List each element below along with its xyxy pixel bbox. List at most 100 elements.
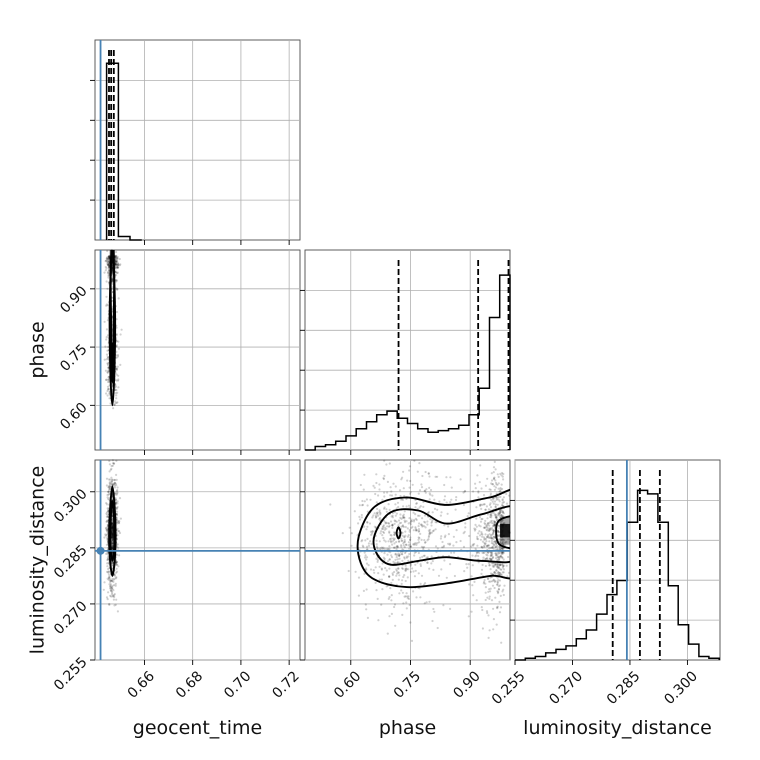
- sample-point: [400, 521, 403, 524]
- sample-point: [412, 511, 415, 514]
- sample-point: [424, 541, 427, 544]
- sample-point: [420, 483, 423, 486]
- sample-point: [400, 525, 403, 528]
- sample-point: [390, 515, 393, 518]
- sample-point: [499, 472, 502, 475]
- sample-point: [396, 561, 400, 564]
- sample-point: [375, 543, 378, 546]
- sample-point: [113, 478, 116, 482]
- sample-point: [390, 541, 393, 544]
- sample-point: [404, 567, 407, 571]
- sample-point: [493, 485, 496, 488]
- sample-point: [423, 539, 426, 542]
- sample-point: [498, 571, 501, 575]
- sample-point: [485, 544, 488, 547]
- sample-point: [368, 522, 372, 525]
- sample-point: [484, 591, 487, 594]
- sample-point: [415, 529, 418, 532]
- sample-point: [454, 498, 458, 502]
- sample-point: [402, 575, 405, 579]
- sample-point: [485, 524, 488, 527]
- sample-point: [494, 546, 497, 549]
- sample-point: [415, 518, 418, 522]
- sample-point: [421, 524, 424, 527]
- sample-point: [409, 570, 412, 574]
- sample-point: [479, 503, 482, 506]
- sample-point: [104, 265, 107, 269]
- sample-point: [105, 596, 109, 599]
- y-tick-label-luminosity_distance: 0.300: [51, 486, 91, 526]
- sample-point: [115, 279, 118, 282]
- sample-point: [107, 490, 110, 493]
- sample-point: [357, 576, 361, 579]
- sample-point: [106, 371, 109, 374]
- sample-point: [493, 563, 496, 567]
- x-tick-label-phase: 0.75: [391, 668, 424, 701]
- x-tick-label-phase: 0.60: [331, 668, 364, 701]
- sample-point: [482, 494, 486, 497]
- sample-point: [107, 561, 110, 564]
- sample-point: [427, 510, 430, 514]
- sample-point: [115, 513, 118, 516]
- sample-point: [431, 494, 434, 497]
- y-tick-label-phase: 0.75: [57, 341, 90, 374]
- sample-point: [494, 513, 497, 516]
- sample-point: [424, 489, 427, 492]
- sample-point: [109, 468, 112, 471]
- sample-point: [482, 526, 485, 529]
- sample-point: [110, 562, 114, 565]
- sample-point: [447, 542, 450, 545]
- sample-point: [117, 340, 120, 343]
- sample-point: [418, 489, 422, 492]
- sample-point: [405, 505, 408, 508]
- sample-point: [109, 589, 113, 592]
- sample-point: [433, 610, 436, 613]
- sample-point: [365, 588, 368, 591]
- sample-point: [360, 516, 363, 519]
- sample-point: [389, 494, 392, 497]
- sample-point: [109, 478, 112, 481]
- sample-point: [491, 584, 495, 587]
- sample-point: [499, 568, 502, 571]
- sample-point: [413, 554, 416, 557]
- sample-point: [407, 504, 411, 507]
- sample-point: [414, 526, 417, 529]
- sample-point: [103, 271, 106, 274]
- sample-point: [393, 522, 396, 526]
- sample-point: [412, 570, 415, 573]
- sample-point: [398, 561, 401, 564]
- sample-point: [111, 464, 114, 467]
- sample-point: [107, 362, 110, 365]
- sample-point: [115, 562, 118, 565]
- sample-point: [391, 526, 394, 530]
- sample-point: [409, 545, 412, 548]
- sample-point: [107, 274, 110, 278]
- sample-point: [413, 459, 416, 462]
- sample-point: [365, 608, 368, 611]
- sample-point: [108, 603, 111, 607]
- sample-point: [107, 273, 110, 276]
- sample-point: [501, 538, 504, 541]
- sample-point: [390, 599, 393, 602]
- sample-point: [108, 487, 111, 490]
- sample-point: [119, 363, 122, 366]
- sample-point: [419, 532, 422, 536]
- sample-point: [109, 482, 112, 485]
- sample-point: [439, 537, 442, 540]
- sample-point: [476, 544, 479, 547]
- sample-point: [388, 558, 391, 561]
- truth-lines: [95, 40, 628, 660]
- sample-point: [497, 571, 500, 574]
- sample-point: [115, 260, 118, 264]
- sample-point: [481, 627, 484, 630]
- sample-point: [423, 583, 426, 586]
- sample-point: [499, 510, 502, 514]
- sample-point: [366, 504, 369, 507]
- sample-point: [488, 564, 491, 567]
- sample-point: [486, 577, 489, 581]
- sample-point: [348, 526, 351, 529]
- sample-point: [394, 485, 397, 488]
- sample-point: [105, 392, 108, 395]
- sample-point: [117, 297, 120, 300]
- sample-point: [497, 571, 500, 574]
